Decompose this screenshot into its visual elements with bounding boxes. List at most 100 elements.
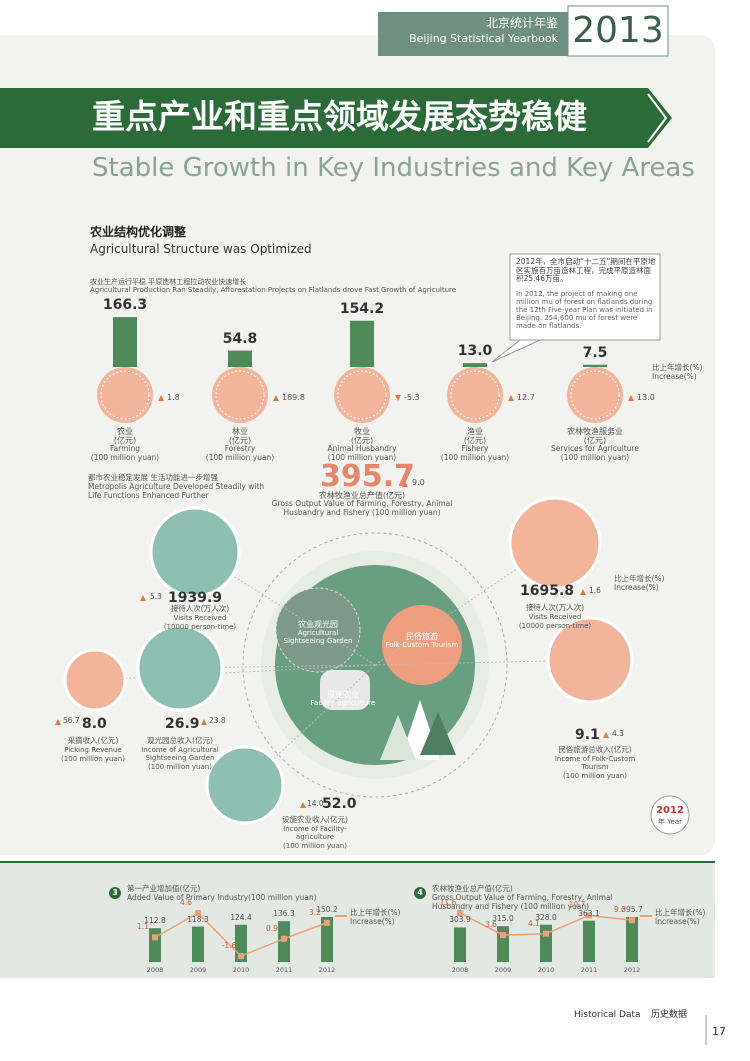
indicator-cn: 采摘收入(亿元) — [67, 736, 119, 745]
growth-legend: Increase(%) — [652, 372, 697, 381]
note-box — [509, 253, 661, 341]
growth-value: 12.7 — [517, 393, 535, 402]
bar-value: 154.2 — [339, 300, 385, 317]
chart-number: 4 — [417, 888, 423, 897]
metro-en: Metropolis Agriculture Developed Steadil… — [88, 482, 265, 500]
x-tick-label: 2009 — [189, 966, 207, 974]
note-pointer — [491, 339, 541, 363]
folk-circle — [382, 605, 462, 685]
indicator-growth: 56.7 — [63, 716, 80, 725]
sector-cn: 林业 — [232, 427, 248, 436]
year-box — [567, 5, 669, 57]
growth-arrow — [628, 395, 634, 401]
banner — [0, 88, 672, 148]
total-value: 395.7 — [320, 459, 415, 494]
sector-ring — [570, 370, 620, 420]
indicator-growth: 23.8 — [209, 716, 226, 725]
growth-arrow — [140, 595, 146, 601]
tree — [420, 712, 456, 755]
line-label: 4.1 — [528, 918, 540, 928]
growth-point — [195, 910, 201, 916]
indicator-growth: 4.3 — [612, 729, 624, 738]
indicator-cn: 观光园总收入(亿元) — [147, 736, 213, 745]
x-tick-label: 2008 — [451, 966, 469, 974]
production-cn: 农业生产运行平稳 平原造林工程拉动农业快速增长 — [90, 278, 247, 286]
growth-arrow — [508, 395, 514, 401]
growth-arrow — [395, 395, 401, 401]
history-bar — [454, 927, 466, 962]
indicator-unit: (100 million yuan) — [563, 772, 627, 780]
indicator-cn: 民俗旅游总收入(亿元) — [558, 745, 632, 754]
growth-legend: 比上年增长(%) — [652, 363, 703, 372]
indicator-en: Income of Folk-Custom Tourism — [554, 755, 636, 772]
indicator-value: 9.1 — [575, 727, 600, 743]
growth-point — [152, 934, 158, 941]
x-tick-label: 2011 — [275, 966, 293, 974]
indicator-circle — [149, 506, 241, 598]
section-title: 农业结构优化调整 — [90, 225, 187, 239]
bar-value: 13.0 — [457, 343, 493, 360]
area-en: Agricultural Sightseeing Garden — [283, 629, 353, 646]
footer-en: Historical Data — [574, 1010, 641, 1020]
growth-arrow — [300, 802, 306, 808]
indicator-circle — [136, 624, 224, 712]
bar-label: 328.0 — [535, 912, 557, 922]
outer-ring — [242, 532, 508, 798]
growth-point — [457, 910, 463, 916]
growth-value: 189.8 — [282, 393, 305, 402]
area-cn: 民俗旅游 — [406, 632, 438, 641]
growth-value: 1.8 — [167, 393, 180, 402]
banner-arrow — [647, 93, 668, 143]
indicator-en: Income of Facility-agriculture — [283, 825, 347, 842]
sector-unit-en: (100 million yuan) — [440, 453, 510, 462]
note-cn: 2012年，全市启动“十二五”期间在平原地区实施百万亩造林工程，完成平原造林面积… — [516, 257, 656, 284]
sector-cn: 渔业 — [467, 427, 483, 436]
bar — [113, 317, 137, 367]
growth-legend: 比上年增长(%) — [614, 574, 665, 583]
area-en: Facility-agriculture — [310, 699, 376, 707]
badge-label: 年 Year — [657, 818, 683, 826]
header-year: 2013 — [572, 10, 664, 51]
bar — [463, 363, 487, 367]
line-label: 9.0 — [614, 905, 626, 915]
subtitle: Stable Growth in Key Industries and Key … — [92, 153, 695, 183]
indicator-en: Visits Received — [528, 613, 582, 621]
history-bar — [583, 920, 595, 962]
indicator-en: Income of Agricultural Sightseeing Garde… — [141, 746, 219, 763]
sector-circle — [567, 367, 623, 423]
bar — [228, 350, 252, 367]
line-label: 10.7 — [568, 900, 586, 910]
sector-en: Services for Agriculture — [551, 444, 639, 453]
growth-arrow — [273, 395, 279, 401]
history-bar — [540, 924, 552, 962]
indicator-growth: 1.6 — [589, 586, 601, 595]
sector-ring — [215, 370, 265, 420]
bar-label: 124.4 — [230, 912, 252, 922]
indicator-unit: (10000 person-time) — [518, 622, 592, 630]
sector-ring — [450, 370, 500, 420]
line-label: -1.6 — [221, 941, 237, 951]
x-tick-label: 2010 — [232, 966, 250, 974]
indicator-circle — [63, 648, 127, 712]
line-label: 0.9 — [266, 923, 278, 933]
bar-label: 315.0 — [492, 914, 514, 924]
sector-circle — [334, 367, 390, 423]
connector — [244, 664, 376, 786]
tree — [380, 715, 416, 760]
legend-label: 比上年增长(%) — [655, 908, 706, 917]
growth-legend: Increase(%) — [614, 583, 659, 592]
x-tick-label: 2012 — [623, 966, 641, 974]
indicator-cn: 接待人次(万人次) — [170, 604, 230, 613]
growth-value: -5.3 — [404, 393, 420, 402]
line-label: 3.2 — [309, 907, 321, 917]
legend-label: Increase(%) — [350, 917, 395, 926]
legend-label: Increase(%) — [655, 917, 700, 926]
history-bar — [626, 917, 638, 962]
indicator-en: Picking Revenue — [64, 746, 122, 754]
chart-number-bg — [109, 887, 121, 899]
history-bar — [321, 917, 333, 962]
metro-cn: 都市农业稳定发展 生活功能进一步增强 — [88, 473, 218, 482]
connector — [179, 664, 376, 669]
sector-circle — [212, 367, 268, 423]
